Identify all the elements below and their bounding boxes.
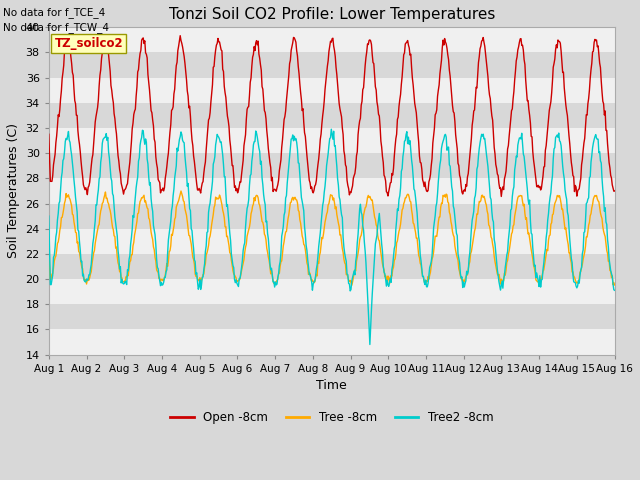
Bar bbox=[49, 78, 614, 103]
Bar bbox=[49, 204, 614, 228]
Bar bbox=[49, 153, 614, 179]
Bar bbox=[49, 279, 614, 304]
Y-axis label: Soil Temperatures (C): Soil Temperatures (C) bbox=[7, 123, 20, 258]
Bar bbox=[49, 179, 614, 204]
Bar bbox=[49, 103, 614, 128]
Bar bbox=[49, 128, 614, 153]
Bar bbox=[49, 304, 614, 329]
X-axis label: Time: Time bbox=[316, 379, 347, 392]
Text: No data for f_TCW_4: No data for f_TCW_4 bbox=[3, 22, 109, 33]
Bar bbox=[49, 27, 614, 52]
Title: Tonzi Soil CO2 Profile: Lower Temperatures: Tonzi Soil CO2 Profile: Lower Temperatur… bbox=[168, 7, 495, 22]
Bar bbox=[49, 329, 614, 355]
Bar bbox=[49, 254, 614, 279]
Legend: Open -8cm, Tree -8cm, Tree2 -8cm: Open -8cm, Tree -8cm, Tree2 -8cm bbox=[165, 406, 498, 429]
Bar bbox=[49, 52, 614, 78]
Bar bbox=[49, 228, 614, 254]
Text: No data for f_TCE_4: No data for f_TCE_4 bbox=[3, 7, 106, 18]
Text: TZ_soilco2: TZ_soilco2 bbox=[54, 37, 123, 50]
